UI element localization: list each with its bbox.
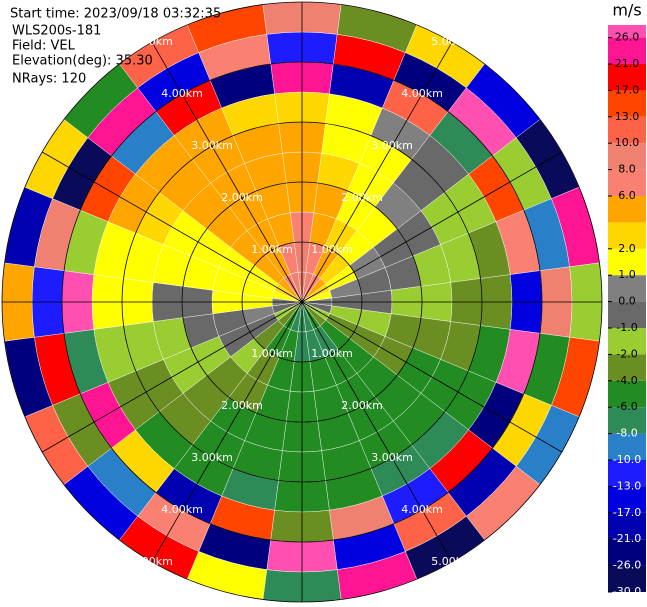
colorbar-tick-label: 21.0 xyxy=(615,57,640,70)
spoke xyxy=(151,41,303,303)
colorbar-bin xyxy=(608,380,646,408)
colorbar-tick-label: -4.0 xyxy=(616,374,637,387)
colorbar-tick-label: -1.0 xyxy=(616,321,637,334)
nrays: NRays: 120 xyxy=(12,72,86,87)
colorbar-bin xyxy=(608,565,646,592)
range-label: 4.00km xyxy=(401,87,443,100)
range-ring xyxy=(1,1,603,603)
range-ring xyxy=(241,241,363,363)
colorbar-tick-label: 2.0 xyxy=(618,242,636,255)
header: Start time: 2023/09/18 03:32:35 WLS200s-… xyxy=(10,7,221,87)
colorbar-bin xyxy=(608,539,646,566)
range-ring xyxy=(181,181,423,423)
colorbar-bin xyxy=(608,407,646,434)
range-label: 4.00km xyxy=(161,87,203,100)
colorbar-bin xyxy=(608,354,646,381)
colorbar-tick-label: -2.0 xyxy=(616,347,637,360)
range-label: 4.00km xyxy=(161,503,203,516)
range-ring xyxy=(121,121,483,483)
colorbar-bin xyxy=(608,301,646,328)
spoke xyxy=(301,151,563,303)
colorbar-tick-label: -10.0 xyxy=(613,453,641,466)
colorbar-bin xyxy=(608,64,646,91)
range-label: 2.00km xyxy=(341,399,383,412)
field-name: Field: VEL xyxy=(12,39,76,54)
colorbar-bin xyxy=(608,512,646,540)
colorbar-bin xyxy=(608,222,646,249)
range-label: 3.00km xyxy=(371,451,413,464)
colorbar-tick-label: -21.0 xyxy=(613,532,641,545)
range-label: 3.00km xyxy=(191,451,233,464)
colorbar-tick-label: -17.0 xyxy=(613,506,641,519)
range-label: 1.00km xyxy=(311,347,353,360)
spoke xyxy=(301,41,453,303)
range-label: 1.00km xyxy=(311,243,353,256)
colorbar-tick-label: 26.0 xyxy=(615,31,640,44)
colorbar-label: m/s xyxy=(612,1,641,20)
range-label: 1.00km xyxy=(251,347,293,360)
range-label: 5.00km xyxy=(431,555,473,568)
range-label: 2.00km xyxy=(221,399,263,412)
spoke xyxy=(301,301,453,563)
colorbar-bin xyxy=(608,248,646,276)
colorbar-bin xyxy=(608,460,646,487)
colorbar-tick-label: -30.0 xyxy=(613,585,641,598)
colorbar-tick-label: 0.0 xyxy=(618,295,636,308)
colorbar-tick-label: -6.0 xyxy=(616,400,637,413)
colorbar: 26.0 21.0 17.0 13.0 10.0 8.0 6.0 2.0 1.0 0.0 -1.0 -… xyxy=(608,25,646,598)
elevation: Elevation(deg): 35.30 xyxy=(12,54,153,69)
instrument: WLS200s-181 xyxy=(12,24,101,39)
range-label: 5.00km xyxy=(131,35,173,48)
range-label: 3.00km xyxy=(371,139,413,152)
colorbar-bin xyxy=(608,169,646,196)
range-label: 5.00km xyxy=(131,555,173,568)
colorbar-tick-label: -26.0 xyxy=(613,559,641,572)
colorbar-tick-label: 8.0 xyxy=(618,163,636,176)
colorbar-bin xyxy=(608,328,646,355)
colorbar-bin xyxy=(608,143,646,170)
range-label: 5.00km xyxy=(431,35,473,48)
colorbar-bin xyxy=(608,196,646,223)
ppi-field xyxy=(1,1,603,603)
range-label: 2.00km xyxy=(341,191,383,204)
overlay: 1.00km 1.00km 1.00km 1.00km 2.00km 2.00km 2.00… xyxy=(1,1,603,603)
colorbar-tick-label: 17.0 xyxy=(615,83,640,96)
colorbar-bin xyxy=(608,486,646,513)
range-label: 1.00km xyxy=(251,243,293,256)
spoke xyxy=(41,301,303,453)
colorbar-bin xyxy=(608,25,646,38)
colorbar-tick-label: 10.0 xyxy=(615,136,640,149)
colorbar-tick-label: -8.0 xyxy=(616,427,637,440)
colorbar-bin xyxy=(608,37,646,64)
colorbar-bin xyxy=(608,116,646,144)
range-label: 4.00km xyxy=(401,503,443,516)
range-label: 2.00km xyxy=(221,191,263,204)
range-label: 3.00km xyxy=(191,139,233,152)
spoke xyxy=(151,301,303,563)
colorbar-bin xyxy=(608,433,646,460)
colorbar-bin xyxy=(608,275,646,302)
colorbar-bin xyxy=(608,90,646,117)
range-ring xyxy=(61,61,543,543)
start-time: Start time: 2023/09/18 03:32:35 xyxy=(10,7,221,22)
colorbar-tick-label: 13.0 xyxy=(615,110,640,123)
spoke xyxy=(301,301,563,453)
colorbar-tick-label: 1.0 xyxy=(618,268,636,281)
colorbar-tick-label: 6.0 xyxy=(618,189,636,202)
colorbar-tick-label: -13.0 xyxy=(613,479,641,492)
spoke xyxy=(41,151,303,303)
